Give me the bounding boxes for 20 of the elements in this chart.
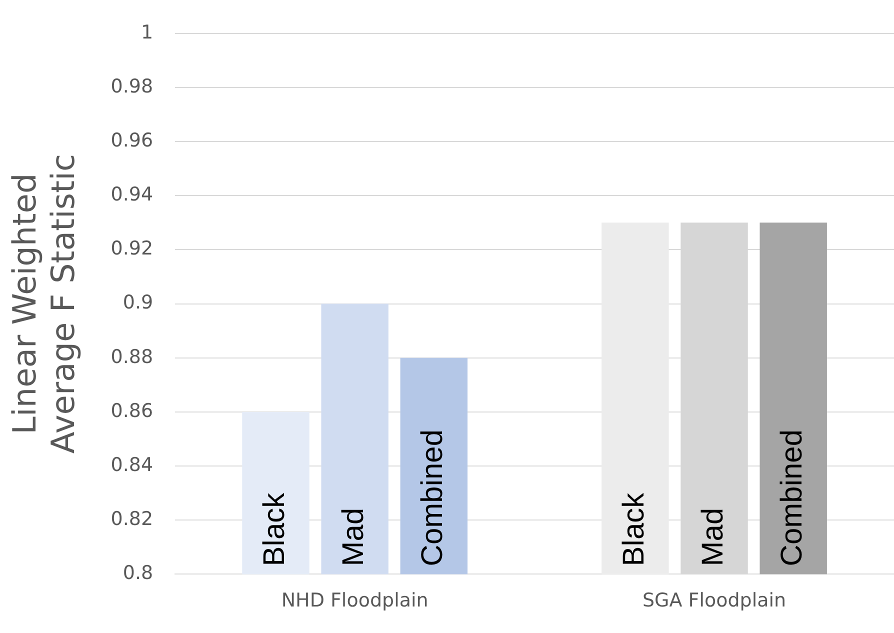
y-tick-label: 0.88 bbox=[110, 346, 154, 368]
y-tick-label: 0.8 bbox=[122, 562, 154, 584]
y-tick-label: 0.98 bbox=[110, 75, 154, 98]
y-tick-label: 1 bbox=[141, 21, 154, 44]
y-tick-label: 0.94 bbox=[110, 184, 154, 206]
y-tick-label: 0.82 bbox=[110, 508, 154, 530]
y-tick-label: 0.86 bbox=[110, 400, 154, 422]
text: Combined bbox=[776, 429, 809, 566]
y-tick-label: 0.9 bbox=[122, 292, 154, 314]
x-tick-label: NHD Floodplain bbox=[281, 590, 428, 612]
series-label: Mad bbox=[696, 508, 730, 566]
text: Black bbox=[617, 492, 650, 566]
y-tick-label: 0.84 bbox=[110, 454, 154, 476]
series-label: Combined bbox=[416, 429, 450, 566]
text: Mad bbox=[337, 508, 370, 566]
y-axis-title: Linear Weighted Average F Statistic bbox=[6, 154, 82, 454]
series-label: Black bbox=[258, 492, 292, 566]
y-tick-label: 0.96 bbox=[110, 129, 154, 152]
y-tick-label: 0.92 bbox=[110, 238, 154, 260]
x-tick-label: SGA Floodplain bbox=[642, 590, 786, 612]
